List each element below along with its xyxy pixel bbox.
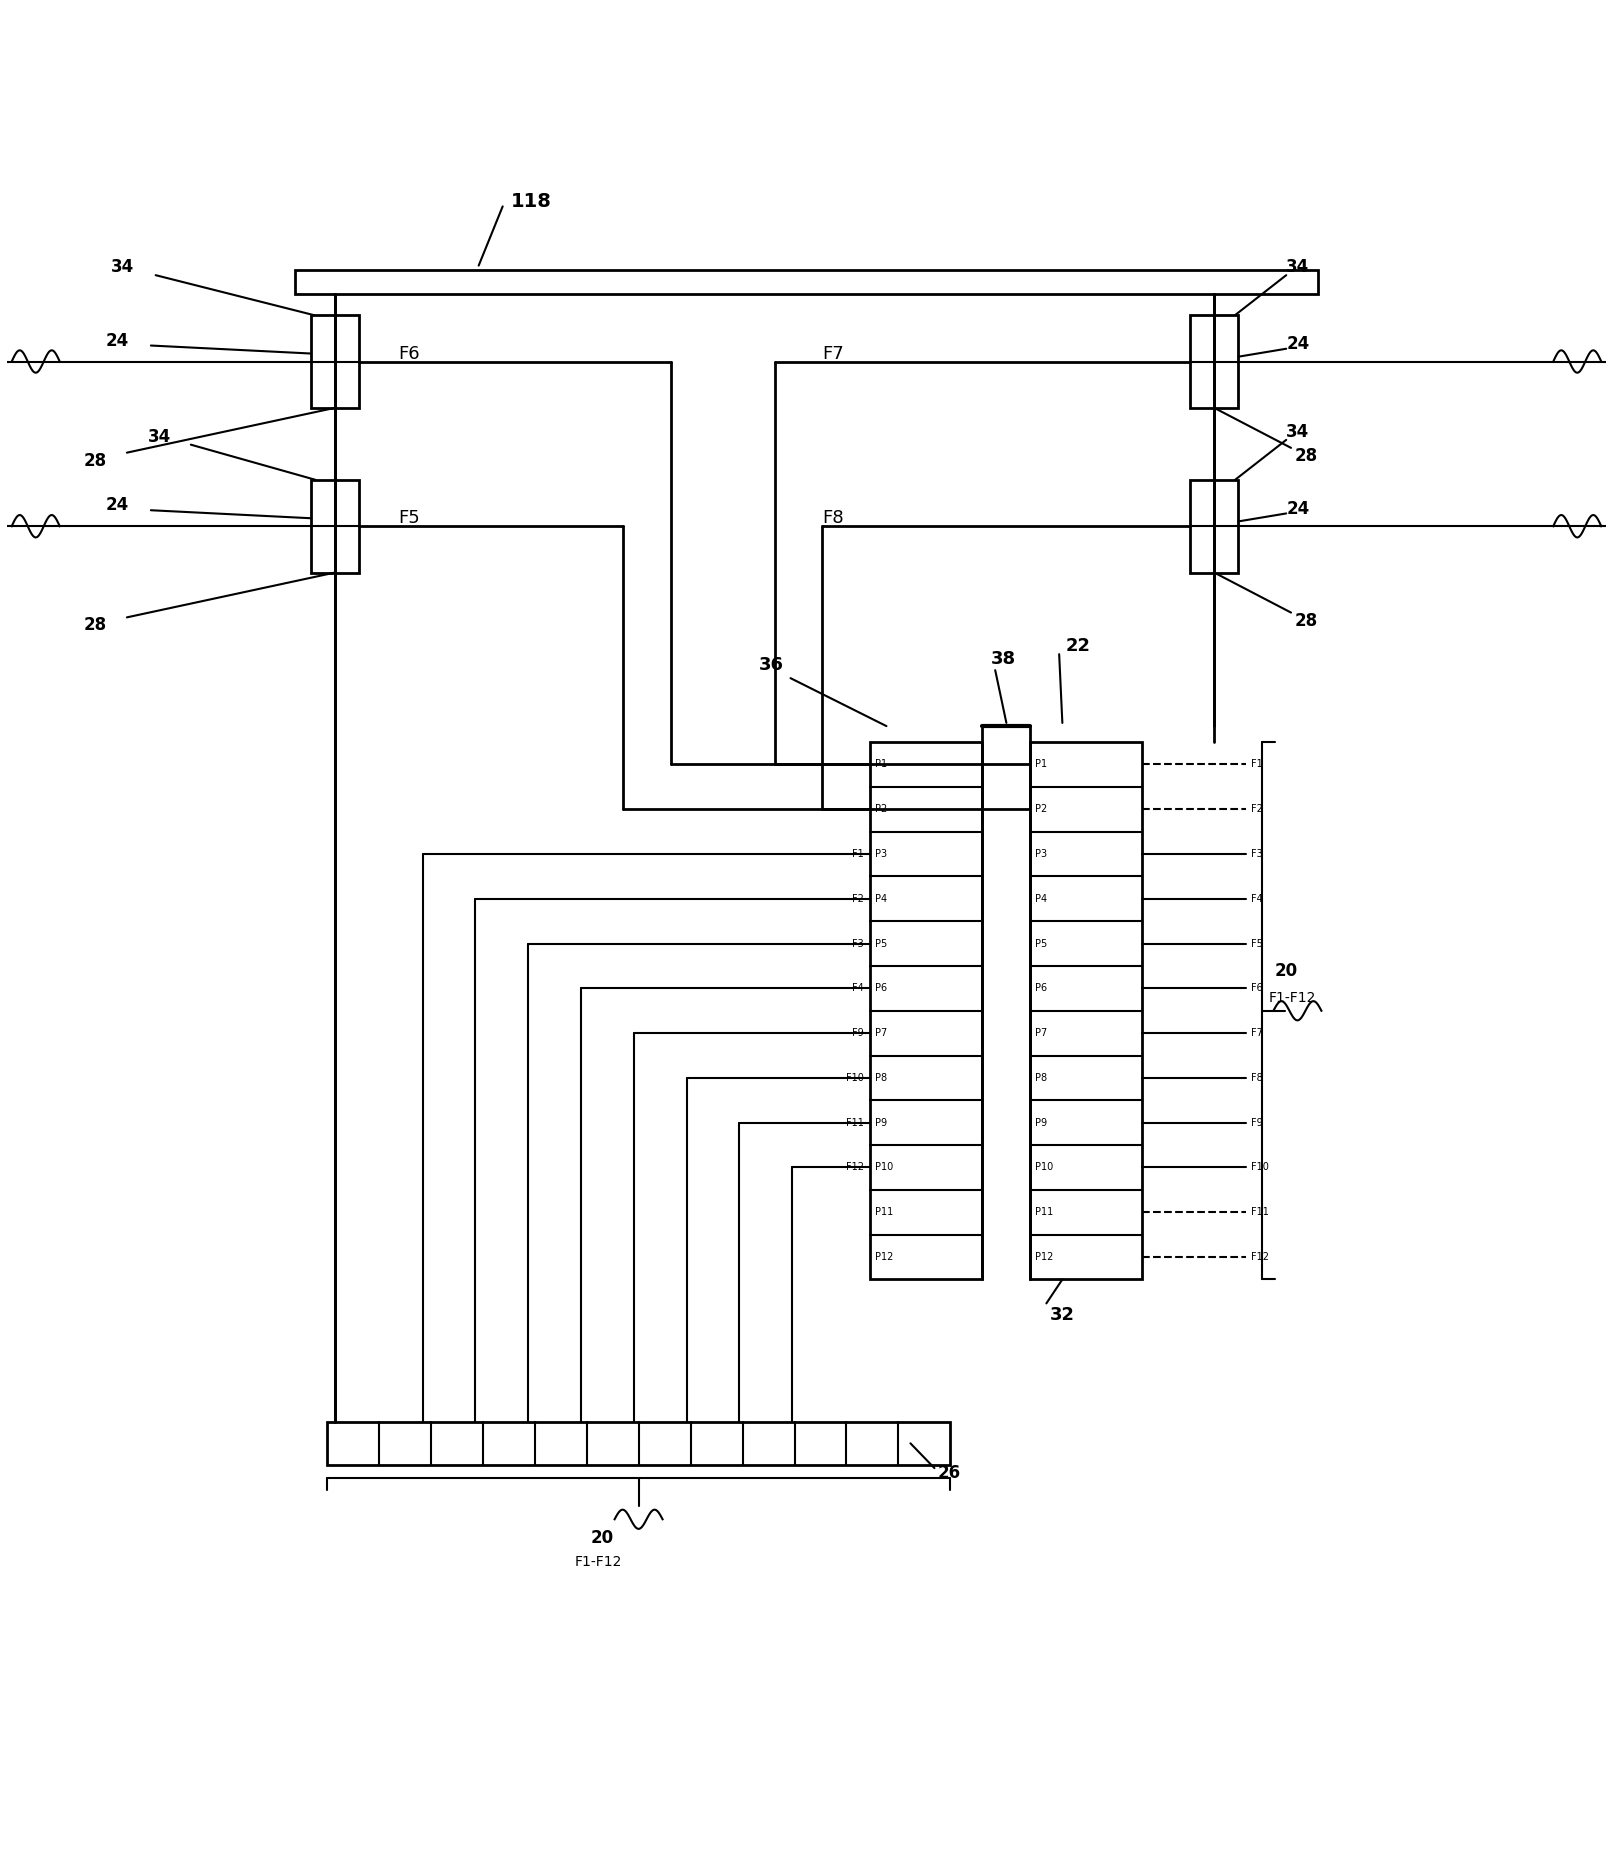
Text: 28: 28 (84, 616, 106, 635)
Bar (311, 316, 358, 407)
Text: P11: P11 (876, 1207, 894, 1218)
Text: P10: P10 (1036, 1162, 1053, 1173)
Text: P3: P3 (1036, 850, 1047, 859)
Text: F5: F5 (1252, 938, 1263, 949)
Text: F12: F12 (847, 1162, 865, 1173)
Text: 24: 24 (1286, 499, 1310, 517)
Bar (295, 271, 1318, 295)
Text: P8: P8 (876, 1072, 887, 1083)
Text: F1-F12: F1-F12 (1269, 990, 1316, 1005)
Text: F3: F3 (1252, 850, 1263, 859)
Text: F4: F4 (852, 983, 865, 994)
Text: F11: F11 (847, 1117, 865, 1128)
Text: P1: P1 (1036, 760, 1047, 770)
Text: 24: 24 (1286, 334, 1310, 353)
Text: P9: P9 (1036, 1117, 1047, 1128)
Bar (1190, 480, 1239, 573)
Text: 28: 28 (1294, 446, 1318, 465)
Text: 28: 28 (84, 452, 106, 469)
Text: F7: F7 (823, 344, 844, 362)
Text: P8: P8 (1036, 1072, 1047, 1083)
Bar (327, 1422, 950, 1465)
Bar (871, 742, 982, 1280)
Text: 36: 36 (758, 656, 784, 674)
Text: F8: F8 (823, 510, 844, 527)
Text: F5: F5 (398, 510, 421, 527)
Text: P5: P5 (876, 938, 887, 949)
Bar (1190, 316, 1239, 407)
Text: P1: P1 (876, 760, 887, 770)
Text: 34: 34 (1286, 422, 1310, 441)
Text: F1-F12: F1-F12 (574, 1556, 623, 1569)
Text: F3: F3 (852, 938, 865, 949)
Text: 22: 22 (1066, 637, 1090, 656)
Text: F9: F9 (852, 1027, 865, 1039)
Text: F8: F8 (1252, 1072, 1263, 1083)
Text: 34: 34 (148, 428, 171, 446)
Text: F11: F11 (1252, 1207, 1269, 1218)
Bar (1031, 742, 1142, 1280)
Text: P12: P12 (876, 1252, 894, 1263)
Text: 118: 118 (511, 192, 552, 211)
Bar (311, 480, 358, 573)
Text: P5: P5 (1036, 938, 1047, 949)
Text: F12: F12 (1252, 1252, 1269, 1263)
Text: F2: F2 (1252, 805, 1263, 814)
Text: F2: F2 (852, 893, 865, 904)
Text: 24: 24 (106, 333, 129, 349)
Text: 32: 32 (1050, 1306, 1074, 1324)
Text: F1: F1 (1252, 760, 1263, 770)
Text: 34: 34 (111, 258, 134, 276)
Text: P9: P9 (876, 1117, 887, 1128)
Text: F10: F10 (1252, 1162, 1269, 1173)
Text: P3: P3 (876, 850, 887, 859)
Text: F7: F7 (1252, 1027, 1263, 1039)
Text: 28: 28 (1294, 611, 1318, 630)
Text: P6: P6 (876, 983, 887, 994)
Text: P11: P11 (1036, 1207, 1053, 1218)
Text: 26: 26 (937, 1465, 961, 1481)
Text: F6: F6 (398, 344, 421, 362)
Text: P4: P4 (1036, 893, 1047, 904)
Text: F9: F9 (1252, 1117, 1263, 1128)
Text: P10: P10 (876, 1162, 894, 1173)
Text: 38: 38 (990, 650, 1016, 669)
Text: 24: 24 (106, 497, 129, 514)
Text: 20: 20 (1274, 962, 1298, 981)
Text: P12: P12 (1036, 1252, 1053, 1263)
Text: P2: P2 (876, 805, 887, 814)
Text: F10: F10 (847, 1072, 865, 1083)
Text: P7: P7 (1036, 1027, 1047, 1039)
Text: P4: P4 (876, 893, 887, 904)
Text: F4: F4 (1252, 893, 1263, 904)
Text: P7: P7 (876, 1027, 887, 1039)
Text: 34: 34 (1286, 258, 1310, 276)
Text: P6: P6 (1036, 983, 1047, 994)
Text: P2: P2 (1036, 805, 1047, 814)
Text: F6: F6 (1252, 983, 1263, 994)
Text: 20: 20 (590, 1530, 613, 1547)
Text: F1: F1 (852, 850, 865, 859)
